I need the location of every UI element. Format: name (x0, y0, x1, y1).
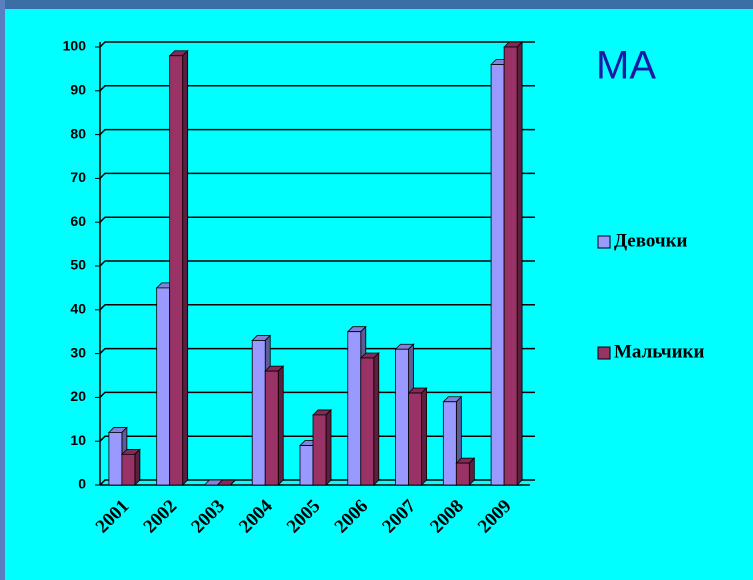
x-tick-label: 2008 (426, 496, 468, 538)
bar-side (516, 41, 523, 486)
chart-title: МА (596, 44, 656, 88)
x-tick-label: 2002 (139, 496, 181, 538)
legend-swatch (597, 346, 611, 360)
grid-line (99, 128, 535, 136)
bar (312, 414, 327, 486)
x-tick-label: 2001 (92, 496, 134, 538)
bar (264, 370, 279, 486)
grid-line (99, 260, 535, 267)
x-tick-label: 2004 (235, 495, 277, 537)
bar (490, 64, 505, 486)
bar-side (230, 479, 236, 486)
grid-line (99, 41, 535, 48)
bar (408, 392, 422, 486)
y-tick-label: 10 (70, 432, 86, 448)
grid-line (99, 479, 535, 486)
bar-side (468, 457, 475, 486)
bar (108, 432, 123, 486)
bar (251, 340, 266, 486)
grid-line (99, 391, 535, 398)
y-tick-label: 0 (78, 476, 86, 492)
bar (156, 287, 171, 486)
y-tick-label: 80 (70, 125, 86, 141)
y-tick-label: 30 (70, 344, 86, 360)
bar (299, 445, 314, 486)
bar-side (182, 49, 189, 486)
y-tick-label: 60 (70, 213, 86, 229)
bar (442, 401, 457, 486)
bar (455, 462, 470, 486)
x-tick-label: 2006 (331, 496, 373, 538)
x-tick-label: 2007 (378, 495, 420, 537)
bar-side (421, 387, 427, 486)
x-tick-label: 2005 (283, 496, 325, 538)
y-tick-label: 40 (70, 301, 86, 317)
bar (347, 331, 362, 486)
y-tick-label: 70 (70, 169, 86, 185)
legend-swatch (597, 235, 611, 249)
grid-line (99, 172, 535, 179)
x-tick-label: 2003 (187, 496, 229, 538)
y-tick-label: 90 (70, 82, 86, 98)
bar (169, 55, 184, 486)
y-tick-label: 20 (70, 388, 86, 404)
bar (503, 46, 518, 486)
bar (360, 357, 375, 486)
legend-label: Мальчики (614, 341, 704, 362)
bar-side (134, 448, 141, 486)
y-tick-label: 50 (70, 257, 86, 273)
bar-side (325, 408, 332, 486)
bar-side (373, 352, 380, 486)
top-strip (0, 0, 753, 9)
y-tick-label: 100 (63, 38, 87, 54)
bar (121, 453, 136, 486)
bar (395, 348, 409, 486)
bar-side (277, 365, 284, 486)
grid-line (99, 347, 535, 355)
legend-label: Девочки (614, 230, 688, 251)
x-tick-label: 2009 (474, 496, 516, 538)
left-strip (0, 0, 5, 580)
grid-line (99, 216, 535, 223)
grid-line (99, 435, 535, 442)
grid-line (99, 304, 535, 311)
grid-line (99, 85, 535, 92)
